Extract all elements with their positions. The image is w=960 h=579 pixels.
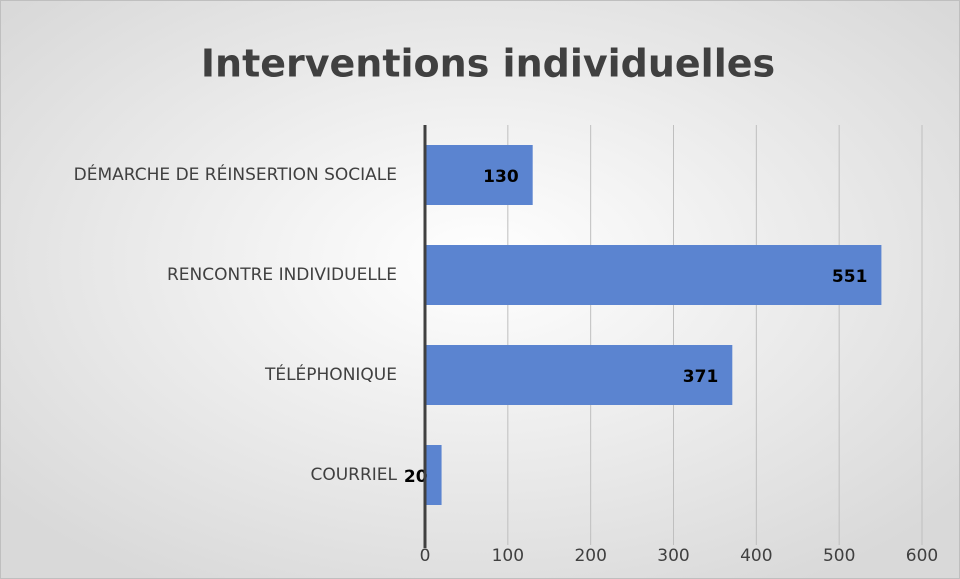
x-tick-label: 400: [740, 546, 772, 566]
plot: 130 551 371 20: [404, 145, 882, 505]
y-tick-label: DÉMARCHE DE RÉINSERTION SOCIALE: [74, 163, 397, 185]
x-tick-label: 200: [574, 546, 606, 566]
x-tick-label: 600: [906, 546, 938, 566]
bar: [425, 245, 882, 305]
y-tick-label: COURRIEL: [310, 465, 397, 485]
y-tick-label: TÉLÉPHONIQUE: [264, 363, 397, 385]
bar: [425, 345, 733, 405]
chart-title: Interventions individuelles: [201, 42, 775, 86]
x-tick-label: 0: [420, 546, 431, 566]
bar: [425, 445, 442, 505]
data-label: 20: [404, 467, 428, 487]
data-label: 130: [483, 167, 519, 187]
x-tick-label: 500: [823, 546, 855, 566]
bar: [425, 145, 533, 205]
y-tick-label: RENCONTRE INDIVIDUELLE: [167, 265, 397, 285]
x-tick-label: 100: [492, 546, 524, 566]
data-label: 371: [683, 367, 719, 387]
x-tick-label: 300: [657, 546, 689, 566]
data-label: 551: [832, 267, 868, 287]
